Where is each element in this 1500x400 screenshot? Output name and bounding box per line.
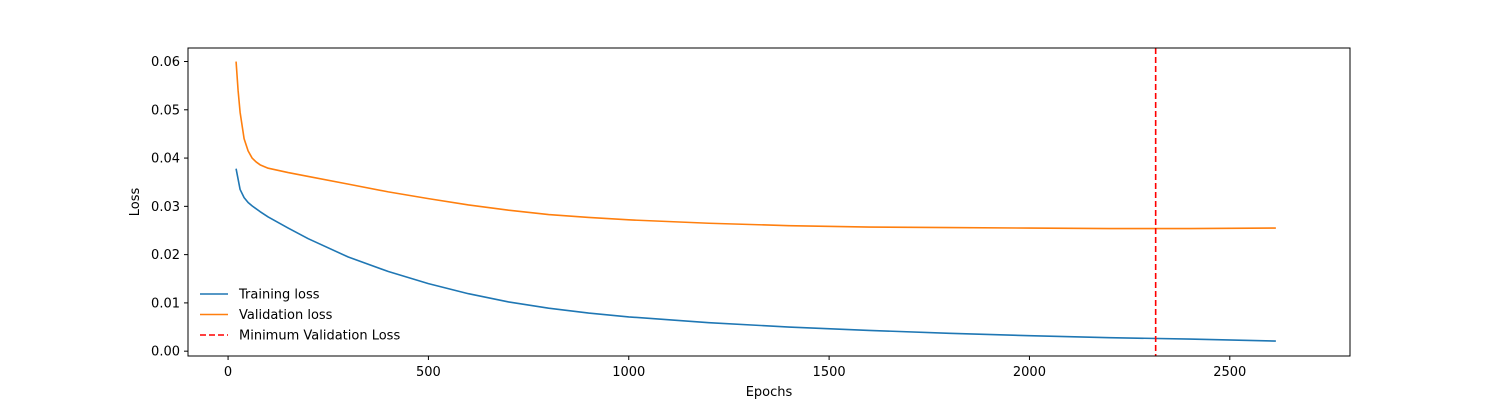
x-tick-label: 0	[224, 365, 232, 380]
y-tick-label: 0.01	[151, 296, 180, 311]
y-axis-label: Loss	[128, 188, 143, 217]
series-layer	[235, 61, 1276, 342]
y-tick-label: 0.04	[151, 152, 180, 167]
x-axis-ticks: 0 500 1000 1500 2000 2500	[224, 356, 1246, 380]
y-tick-label: 0.02	[151, 248, 180, 263]
x-tick-label: 2000	[1013, 365, 1046, 380]
legend-label: Training loss	[238, 288, 320, 303]
x-axis-label: Epochs	[746, 385, 793, 400]
x-tick-label: 1000	[612, 365, 645, 380]
x-tick-label: 2500	[1213, 365, 1246, 380]
legend-label: Validation loss	[239, 308, 333, 323]
y-tick-label: 0.03	[151, 200, 180, 215]
y-tick-label: 0.06	[151, 55, 180, 70]
y-axis-ticks: 0.00 0.01 0.02 0.03 0.04 0.05 0.06	[151, 55, 188, 360]
y-tick-label: 0.00	[151, 345, 180, 360]
series-line-1	[235, 61, 1276, 230]
plot-frame	[187, 47, 1351, 357]
x-tick-label: 1500	[813, 365, 846, 380]
legend-label: Minimum Validation Loss	[239, 329, 400, 344]
legend: Training loss Validation loss Minimum Vali…	[200, 288, 400, 344]
y-tick-label: 0.05	[151, 103, 180, 118]
x-tick-label: 500	[416, 365, 441, 380]
plot-background	[188, 48, 1350, 356]
series-line-0	[235, 168, 1276, 342]
